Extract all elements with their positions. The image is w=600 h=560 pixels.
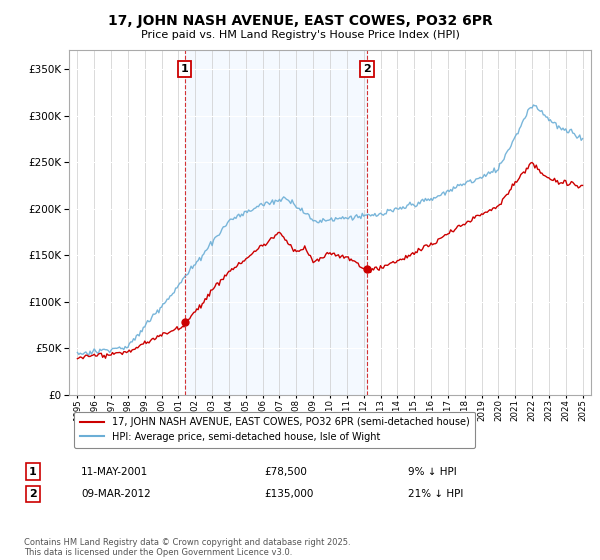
Text: £78,500: £78,500 (264, 466, 307, 477)
Bar (185, 50, 367, 395)
Text: 1: 1 (29, 466, 37, 477)
Text: Contains HM Land Registry data © Crown copyright and database right 2025.
This d: Contains HM Land Registry data © Crown c… (24, 538, 350, 557)
Text: 17, JOHN NASH AVENUE, EAST COWES, PO32 6PR: 17, JOHN NASH AVENUE, EAST COWES, PO32 6… (107, 14, 493, 28)
Text: 2: 2 (363, 64, 371, 74)
Text: Price paid vs. HM Land Registry's House Price Index (HPI): Price paid vs. HM Land Registry's House … (140, 30, 460, 40)
Text: 09-MAR-2012: 09-MAR-2012 (81, 489, 151, 499)
Text: 1: 1 (181, 64, 188, 74)
Text: 11-MAY-2001: 11-MAY-2001 (81, 466, 148, 477)
Text: 9% ↓ HPI: 9% ↓ HPI (408, 466, 457, 477)
Text: £135,000: £135,000 (264, 489, 313, 499)
Text: 21% ↓ HPI: 21% ↓ HPI (408, 489, 463, 499)
Text: 2: 2 (29, 489, 37, 499)
Legend: 17, JOHN NASH AVENUE, EAST COWES, PO32 6PR (semi-detached house), HPI: Average p: 17, JOHN NASH AVENUE, EAST COWES, PO32 6… (74, 412, 475, 448)
